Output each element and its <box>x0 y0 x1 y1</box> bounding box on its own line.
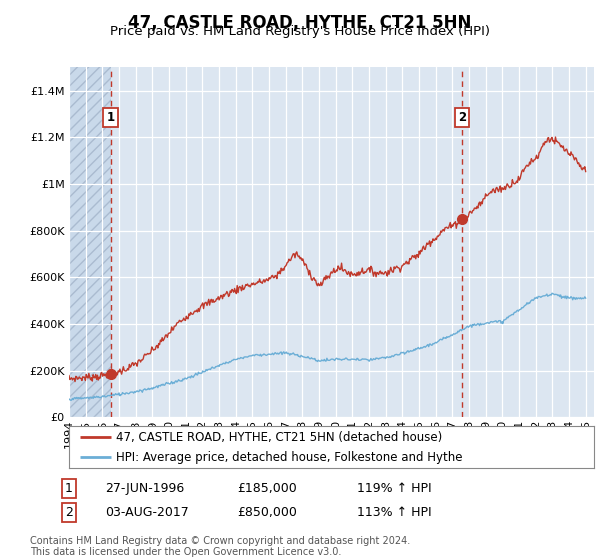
Text: £850,000: £850,000 <box>237 506 297 519</box>
Text: 2: 2 <box>65 506 73 519</box>
Text: 113% ↑ HPI: 113% ↑ HPI <box>357 506 431 519</box>
Text: Price paid vs. HM Land Registry's House Price Index (HPI): Price paid vs. HM Land Registry's House … <box>110 25 490 38</box>
Text: 03-AUG-2017: 03-AUG-2017 <box>105 506 189 519</box>
Text: 47, CASTLE ROAD, HYTHE, CT21 5HN (detached house): 47, CASTLE ROAD, HYTHE, CT21 5HN (detach… <box>116 431 443 444</box>
Text: 27-JUN-1996: 27-JUN-1996 <box>105 482 184 495</box>
Text: 1: 1 <box>65 482 73 495</box>
Text: 47, CASTLE ROAD, HYTHE, CT21 5HN: 47, CASTLE ROAD, HYTHE, CT21 5HN <box>128 14 472 32</box>
Text: 2: 2 <box>458 111 466 124</box>
Bar <box>69 67 110 417</box>
Text: £185,000: £185,000 <box>237 482 297 495</box>
Text: Contains HM Land Registry data © Crown copyright and database right 2024.
This d: Contains HM Land Registry data © Crown c… <box>30 535 410 557</box>
Text: 1: 1 <box>106 111 115 124</box>
Text: HPI: Average price, detached house, Folkestone and Hythe: HPI: Average price, detached house, Folk… <box>116 451 463 464</box>
Text: 119% ↑ HPI: 119% ↑ HPI <box>357 482 431 495</box>
